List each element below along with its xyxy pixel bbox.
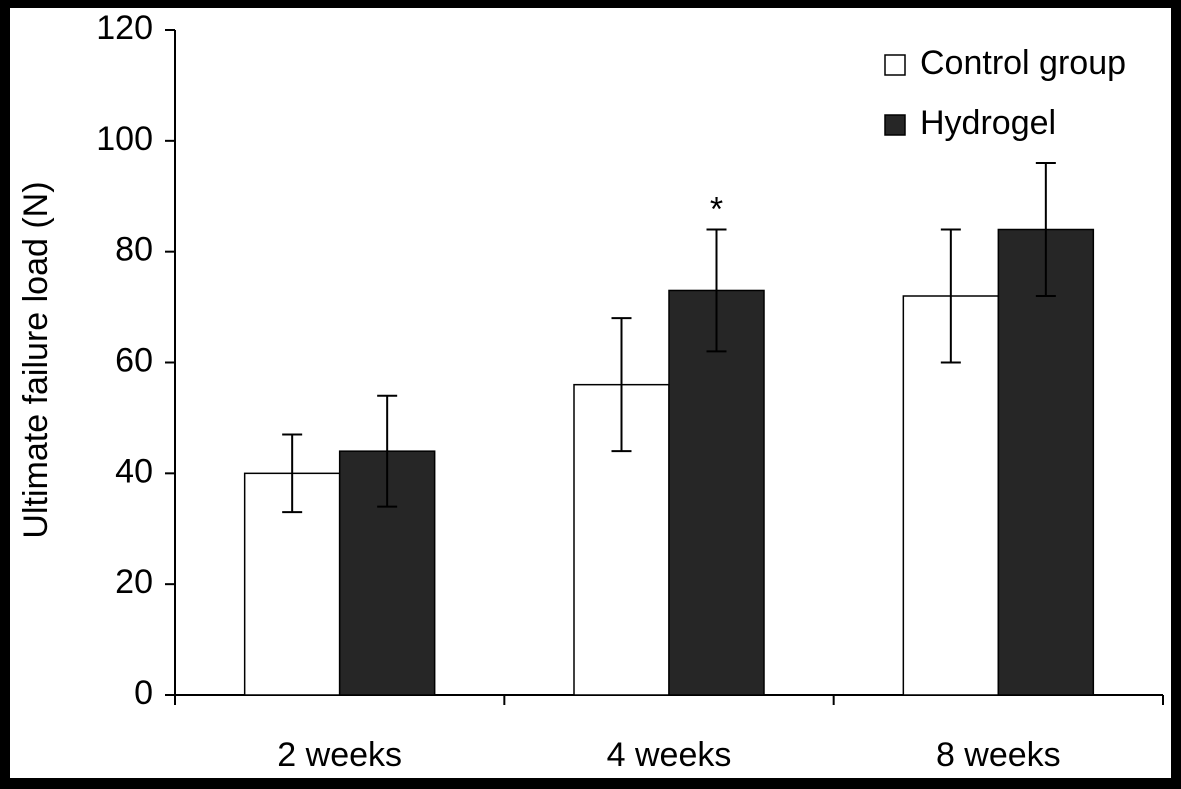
- legend-swatch: [884, 54, 906, 76]
- x-tick-label: 2 weeks: [277, 736, 402, 774]
- y-axis-label: Ultimate failure load (N): [17, 181, 55, 538]
- bar: [997, 228, 1095, 696]
- y-tick-label: 80: [115, 231, 153, 269]
- legend-label: Hydrogel: [920, 104, 1056, 142]
- bar: [668, 289, 765, 696]
- error-bar: [706, 228, 727, 353]
- y-tick-label: 0: [134, 674, 153, 712]
- legend-swatch: [884, 114, 906, 136]
- y-tick-label: 100: [96, 120, 153, 158]
- error-bar: [282, 433, 303, 514]
- annotation: *: [710, 190, 723, 228]
- y-tick-label: 40: [115, 452, 153, 490]
- error-bar: [940, 228, 961, 364]
- error-bar: [377, 394, 398, 508]
- error-bar: [1035, 162, 1056, 297]
- y-tick-label: 60: [115, 341, 153, 379]
- y-tick-label: 120: [96, 9, 153, 47]
- legend-label: Control group: [920, 44, 1126, 82]
- x-tick-label: 4 weeks: [607, 736, 732, 774]
- x-tick-label: 8 weeks: [936, 736, 1061, 774]
- y-tick-label: 20: [115, 563, 153, 601]
- error-bar: [611, 317, 632, 453]
